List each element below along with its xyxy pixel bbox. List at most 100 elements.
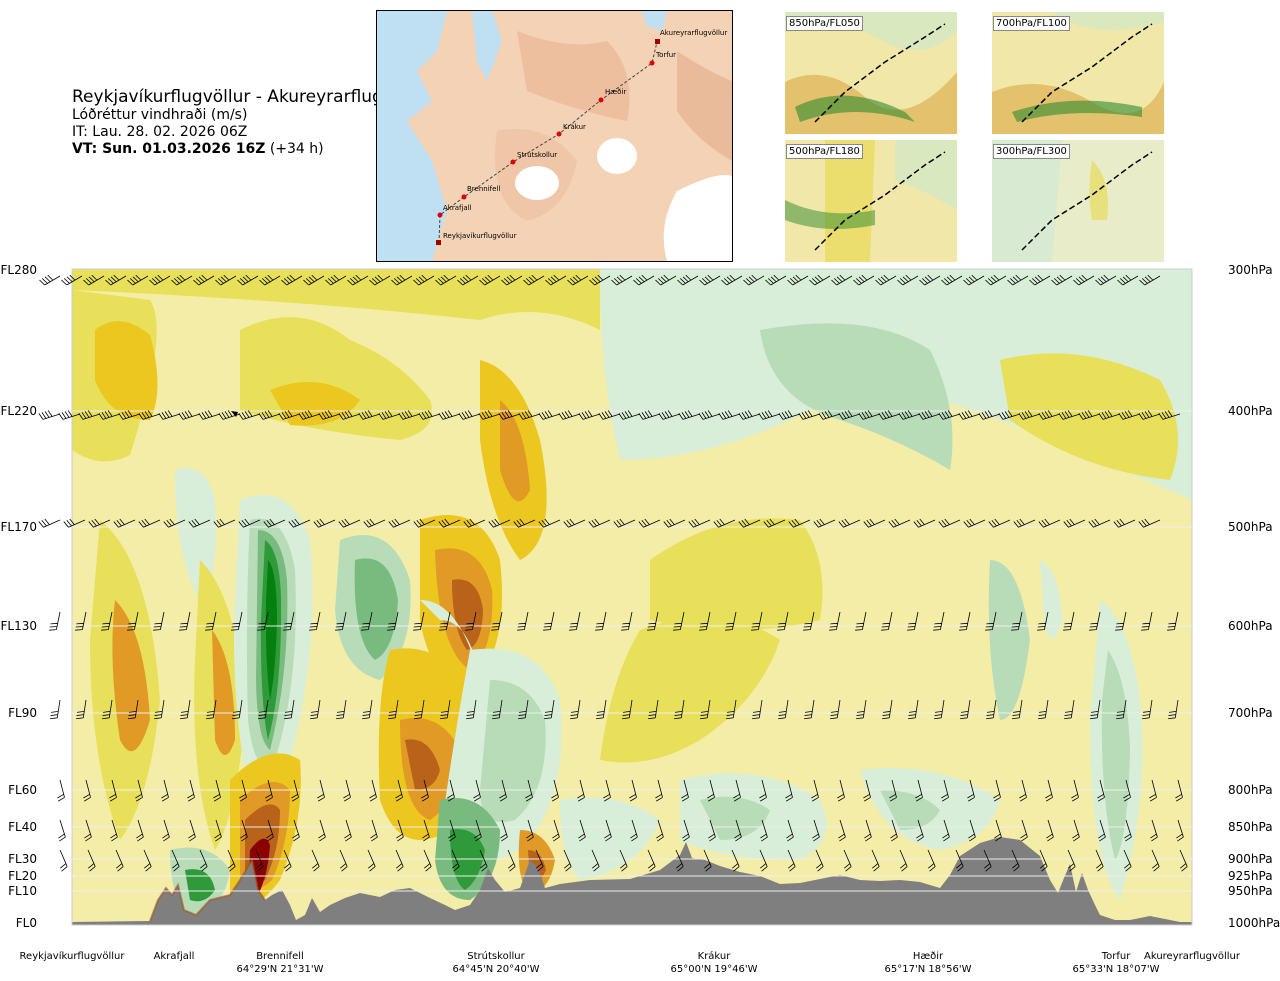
- wind-barb: [526, 819, 534, 842]
- wind-barb: [760, 819, 768, 842]
- wind-barb: [1063, 611, 1075, 631]
- wind-barbs: [38, 274, 1188, 872]
- wind-barb: [239, 779, 247, 802]
- wind-barb: [266, 819, 274, 842]
- wind-barb: [447, 779, 455, 802]
- wind-barb: [457, 274, 479, 286]
- wind-barb: [798, 410, 821, 420]
- wind-barb: [788, 518, 811, 528]
- wind-barb: [569, 611, 581, 631]
- wind-barb: [1037, 611, 1049, 631]
- wind-barb: [339, 849, 348, 872]
- wind-barb: [187, 779, 195, 802]
- wind-barb: [675, 849, 684, 872]
- place-label: Krákur 65°00'N 19°46'W: [671, 950, 758, 976]
- wind-barb: [778, 410, 801, 420]
- wind-barb: [897, 274, 919, 286]
- wind-barb: [115, 849, 124, 872]
- wind-barb: [138, 410, 161, 420]
- wind-barb: [853, 274, 875, 286]
- wind-barb: [240, 819, 248, 842]
- wind-barb: [567, 274, 589, 286]
- wind-barb: [663, 518, 686, 528]
- wind-barb: [838, 819, 846, 842]
- wind-barb: [613, 518, 636, 528]
- wind-barb: [1116, 699, 1127, 720]
- wind-barb: [933, 611, 945, 631]
- wind-barb: [577, 779, 585, 802]
- wind-barb: [388, 518, 411, 528]
- wind-barb: [864, 819, 872, 842]
- wind-barb: [674, 699, 685, 720]
- wind-barb: [963, 518, 986, 528]
- wind-barb: [604, 819, 612, 842]
- level-grid: [72, 410, 1192, 892]
- wind-barb: [818, 410, 841, 420]
- wind-barb: [523, 274, 545, 286]
- wind-barb: [188, 518, 211, 528]
- place-coord: 65°00'N 19°46'W: [670, 964, 758, 975]
- wind-barb: [915, 779, 923, 802]
- wind-barb: [837, 779, 845, 802]
- wind-barb: [127, 611, 139, 631]
- wind-barb: [688, 518, 711, 528]
- wind-barb: [369, 274, 391, 286]
- route-map-svg: Akureyrarflugvöllur Torfur Hæðir Krákur …: [377, 11, 732, 261]
- fl-label-fl170: FL170: [0, 520, 38, 534]
- valid-time-rest: (+34 h): [265, 141, 324, 157]
- wind-barb: [458, 410, 481, 420]
- fl-label-fl20: FL20: [8, 869, 37, 883]
- wind-barb: [551, 779, 559, 802]
- wind-barb: [362, 699, 373, 720]
- wind-barb: [259, 274, 281, 286]
- route-map: Akureyrarflugvöllur Torfur Hæðir Krákur …: [376, 10, 733, 262]
- map-label-akrafjall: Akrafjall: [443, 204, 472, 212]
- wind-barb: [938, 410, 961, 420]
- wind-barb: [363, 518, 386, 528]
- wind-barb: [630, 819, 638, 842]
- wind-barb: [227, 849, 236, 872]
- wind-barb: [361, 611, 373, 631]
- glacier-hofsjokull: [597, 138, 637, 174]
- wind-barb: [589, 274, 611, 286]
- glacier-vatnajokull: [663, 175, 732, 261]
- fl-label-fl10: FL10: [8, 884, 37, 898]
- inset-300hpa: 300hPa/FL300: [992, 140, 1164, 262]
- wind-barb: [135, 779, 143, 802]
- map-label-torfur: Torfur: [655, 51, 676, 59]
- wind-barb: [238, 518, 261, 528]
- wind-barb: [438, 518, 461, 528]
- wind-barb: [988, 518, 1011, 528]
- inset-500hpa-svg: [785, 140, 957, 262]
- inset-300hpa-svg: [992, 140, 1164, 262]
- wind-barb: [535, 849, 544, 872]
- wind-barb: [325, 274, 347, 286]
- hpa-label-1000hpa: 1000hPa: [1228, 916, 1280, 930]
- wind-barb: [422, 819, 430, 842]
- wind-barb: [1098, 410, 1121, 420]
- wind-barb: [317, 779, 325, 802]
- wind-barb: [703, 849, 712, 872]
- wind-barb: [985, 274, 1007, 286]
- wind-barb: [809, 274, 831, 286]
- wind-barb: [1013, 518, 1036, 528]
- valid-time-bold: VT: Sun. 01.03.2026 16Z: [72, 141, 266, 157]
- hpa-label-600hpa: 600hPa: [1228, 619, 1273, 633]
- wind-barb: [907, 611, 919, 631]
- wind-barb: [1078, 410, 1101, 420]
- wind-barb: [213, 518, 236, 528]
- place-name: Brennifell: [256, 951, 304, 962]
- wind-barb: [237, 274, 259, 286]
- wind-barb: [913, 518, 936, 528]
- wind-barb: [603, 779, 611, 802]
- wind-barb: [1058, 410, 1081, 420]
- fl-label-fl280: FL280: [0, 263, 38, 277]
- wind-barb: [1149, 779, 1157, 802]
- wind-barb: [1118, 410, 1141, 420]
- wind-barb: [101, 611, 113, 631]
- wind-barb: [578, 819, 586, 842]
- wind-barb: [1046, 819, 1054, 842]
- wind-barb: [118, 410, 141, 420]
- wind-barb: [206, 699, 217, 720]
- fl-label-fl60: FL60: [8, 783, 37, 797]
